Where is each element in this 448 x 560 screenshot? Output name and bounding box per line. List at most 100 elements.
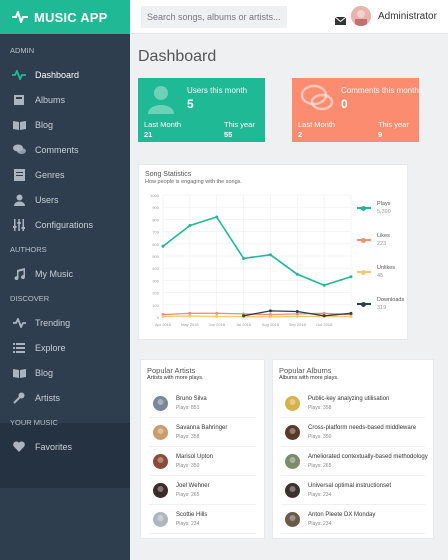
divider [281, 417, 425, 418]
list-item[interactable]: Marisol Upton Plays: 350 [141, 448, 264, 476]
divider [149, 504, 256, 505]
users-stat-value: 5 [187, 97, 194, 111]
users-stat-card: Users this month 5 Last Month 21 This ye… [138, 78, 265, 142]
sidebar-heading: YOUR MUSIC [10, 418, 58, 427]
mail-icon[interactable] [334, 12, 347, 30]
sidebar-item-blog[interactable]: Blog [0, 360, 130, 385]
avatar [153, 454, 168, 469]
avatar [153, 396, 168, 411]
users-this-year-value: 55 [224, 130, 233, 139]
divider [149, 475, 256, 476]
data-point-downloads [242, 314, 246, 318]
data-point-unlikes [349, 315, 353, 319]
list-item[interactable]: Public-key analyzing utilisation Plays: … [273, 390, 433, 418]
sidebar-item-label: Albums [35, 94, 66, 105]
data-point-unlikes [161, 314, 165, 318]
list-item[interactable]: Bruno Silva Plays: 851 [141, 390, 264, 418]
book-icon [12, 367, 26, 379]
microphone-icon [12, 392, 26, 404]
comments-stat-value: 0 [341, 97, 348, 111]
list-item-name: Public-key analyzing utilisation [308, 396, 390, 402]
legend-series-name: Downloads [377, 297, 405, 303]
list-item-plays: Plays: 350 [308, 434, 332, 440]
chart-title: Song Statistics [145, 171, 192, 178]
sidebar-item-users[interactable]: Users [0, 187, 130, 212]
list-item[interactable]: Universal optimal instructionset Plays: … [273, 477, 433, 505]
comments-stat-label: Comments this month [341, 86, 419, 95]
topbar: Administrator [130, 0, 448, 34]
list-item[interactable]: Scottie Hills Plays: 234 [141, 506, 264, 534]
sidebar-item-label: Trending [35, 317, 71, 328]
brand[interactable]: MUSIC APP [0, 0, 130, 34]
albums-icon [12, 94, 26, 106]
legend-entry[interactable]: Unlikes 45 [377, 265, 395, 279]
x-tick-label: Apr 2018 [155, 322, 172, 327]
legend-entry[interactable]: Downloads 319 [377, 297, 404, 311]
divider [281, 504, 425, 505]
data-point-unlikes [215, 314, 219, 318]
y-tick-label: 600 [152, 242, 159, 247]
search-input[interactable] [141, 6, 287, 28]
sidebar-heading: DISCOVER [10, 294, 50, 303]
list-item-plays: Plays: 358 [308, 405, 332, 411]
sidebar-item-dashboard[interactable]: Dashboard [0, 62, 130, 87]
user-avatar[interactable] [351, 6, 371, 26]
users-last-month-value: 21 [144, 130, 153, 139]
legend-marker [361, 269, 366, 275]
data-point-downloads [268, 309, 272, 313]
series-line-unlikes [162, 315, 352, 318]
sidebar-item-label: Comments [35, 144, 79, 155]
sidebar-item-label: Configurations [35, 219, 94, 230]
users-this-year-label: This year [224, 120, 255, 129]
sidebar-nav: ADMIN Dashboard Albums Blog Comments Gen… [0, 44, 130, 459]
sidebar-heading: ADMIN [10, 46, 35, 55]
legend-marker [361, 237, 366, 243]
legend-entry[interactable]: Likes 223 [377, 233, 390, 247]
list-item-name: Joel Wehner [176, 483, 210, 489]
music-note-icon [12, 267, 26, 280]
list-item[interactable]: Cross-platform needs-based middleware Pl… [273, 419, 433, 447]
list-item[interactable]: Savanna Bahringer Plays: 358 [141, 419, 264, 447]
legend-series-name: Unlikes [377, 265, 396, 271]
series-line-plays [162, 216, 352, 287]
list-item[interactable]: Joel Wehner Plays: 265 [141, 477, 264, 505]
pulse-logo-icon [12, 11, 28, 23]
user-icon [12, 194, 26, 206]
sidebar-item-my-music[interactable]: My Music [0, 261, 130, 286]
y-tick-label: 500 [152, 254, 159, 259]
list-item[interactable]: Anton Pleete DX Monday Plays: 234 [273, 506, 433, 534]
list-item-plays: Plays: 265 [308, 463, 332, 469]
avatar [153, 512, 168, 527]
y-tick-label: 400 [152, 266, 159, 271]
sidebar-item-albums[interactable]: Albums [0, 87, 130, 112]
data-point-likes [322, 311, 326, 315]
data-point-plays [268, 253, 272, 257]
data-point-likes [295, 312, 299, 316]
list-item-plays: Plays: 265 [176, 492, 200, 498]
sidebar-item-favorites[interactable]: Favorites [0, 434, 130, 459]
sidebar-item-label: Blog [35, 367, 54, 378]
legend-marker [361, 205, 366, 211]
user-name[interactable]: Administrator [378, 11, 437, 22]
sidebar-item-artists[interactable]: Artists [0, 385, 130, 410]
list-item-plays: Plays: 234 [176, 521, 200, 527]
sliders-icon [12, 218, 26, 231]
comments-last-month-label: Last Month [298, 120, 336, 129]
song-statistics-card: Song Statistics How people is engaging w… [138, 164, 408, 340]
artists-subtitle: Artists with more plays. [147, 375, 204, 381]
sidebar-item-configurations[interactable]: Configurations [0, 212, 130, 237]
comments-icon [300, 84, 334, 119]
data-point-downloads [349, 311, 353, 315]
avatar [153, 483, 168, 498]
legend-entry[interactable]: Plays 5,390 [377, 201, 391, 215]
sidebar-item-trending[interactable]: Trending [0, 310, 130, 335]
sidebar-item-explore[interactable]: Explore [0, 335, 130, 360]
y-tick-label: 200 [152, 291, 159, 296]
sidebar-item-blog[interactable]: Blog [0, 112, 130, 137]
divider [149, 417, 256, 418]
sidebar-item-genres[interactable]: Genres [0, 162, 130, 187]
list-item-plays: Plays: 234 [308, 492, 332, 498]
avatar [285, 425, 300, 440]
list-item[interactable]: Ameliorated contextually-based methodolo… [273, 448, 433, 476]
sidebar-item-comments[interactable]: Comments [0, 137, 130, 162]
